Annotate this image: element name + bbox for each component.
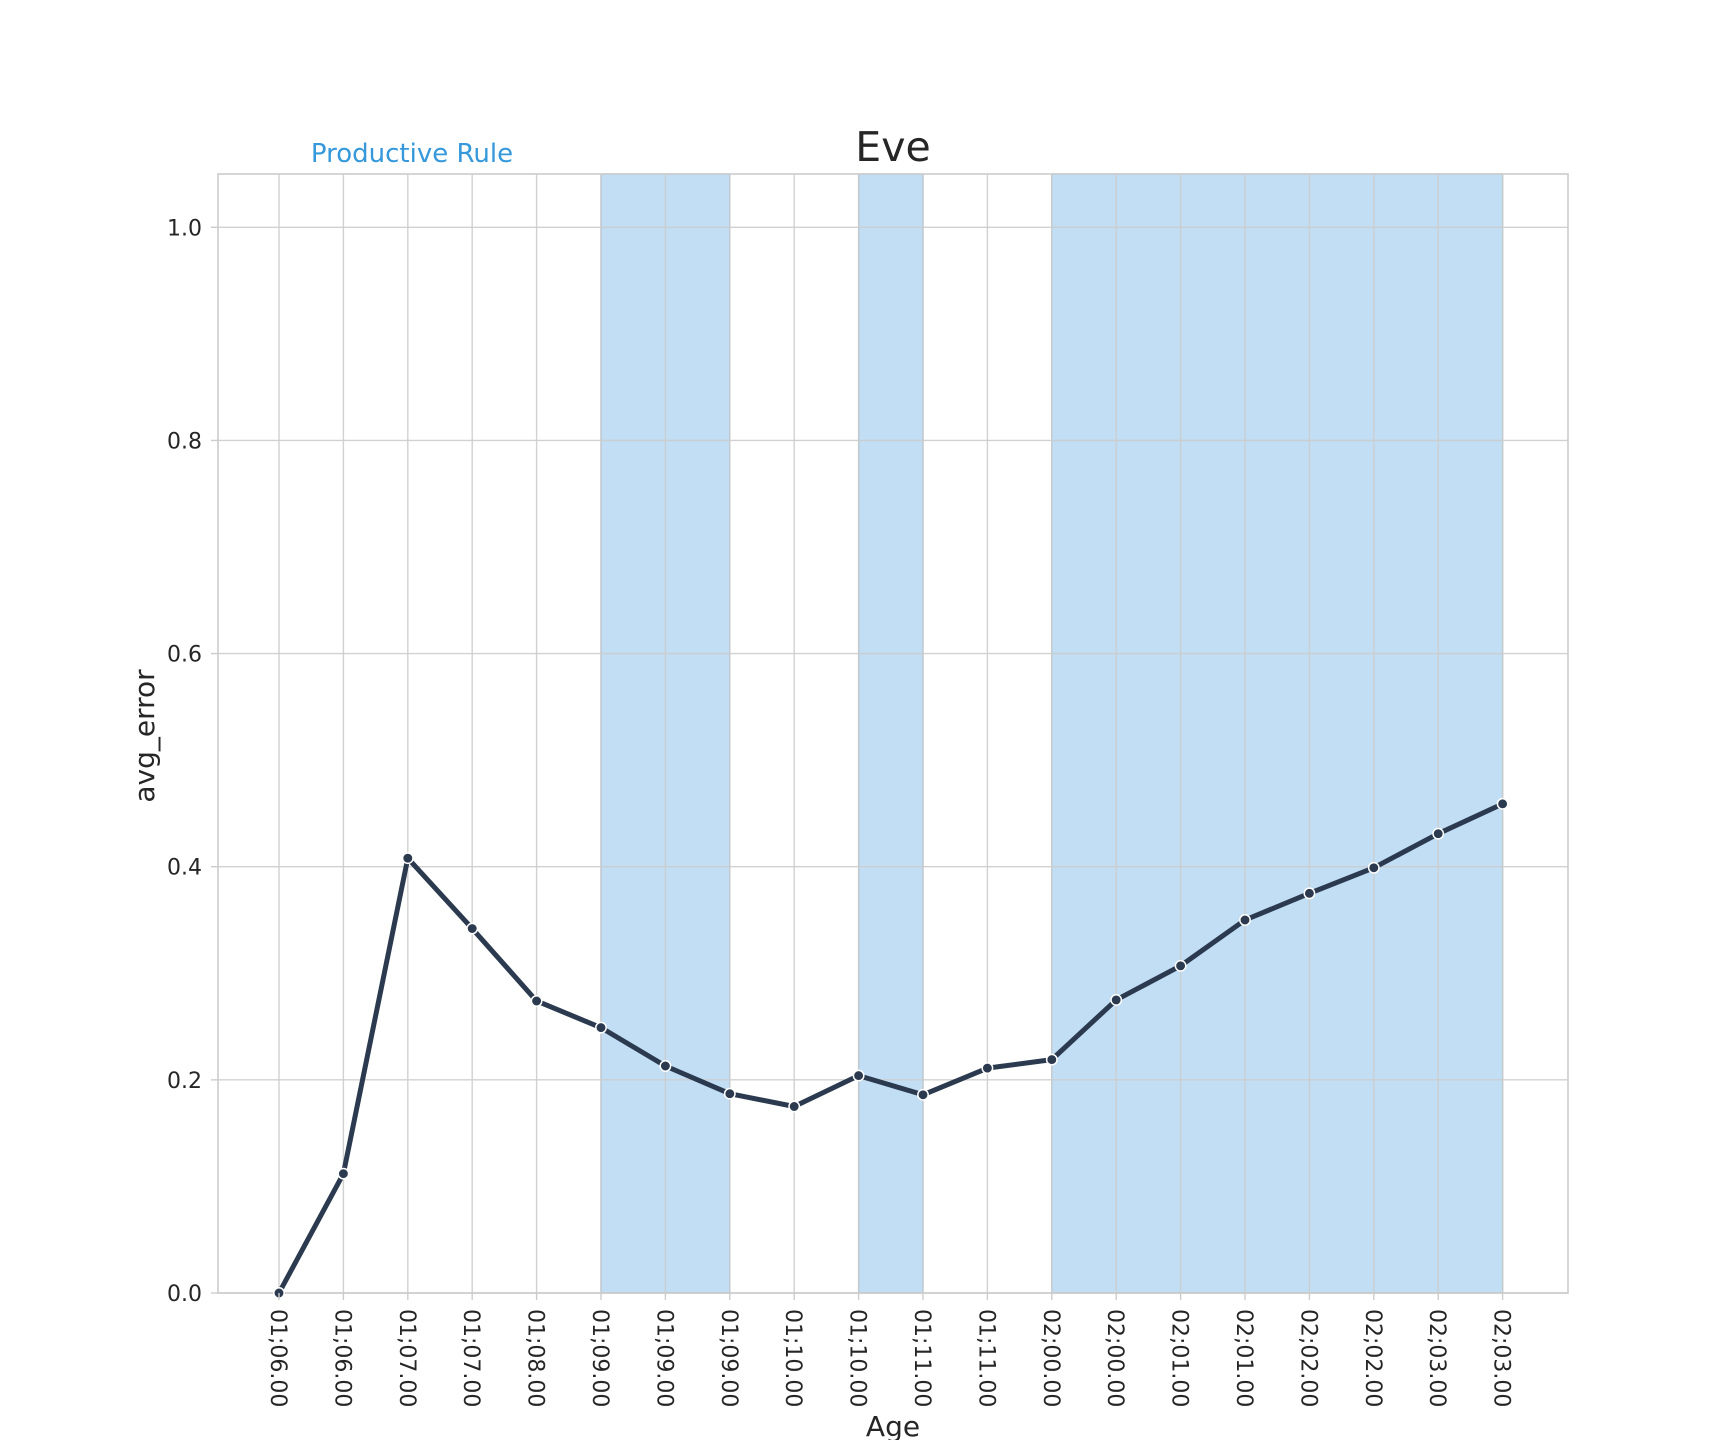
- x-tick-label: 02;02.00: [1295, 1309, 1320, 1407]
- x-tick-label: 02;01.00: [1167, 1309, 1192, 1407]
- x-tick-label: 01;08.00: [523, 1309, 548, 1407]
- series-line: [273, 797, 1509, 1299]
- x-tick-label: 01;09.00: [587, 1309, 612, 1407]
- data-point: [595, 1021, 607, 1034]
- data-point: [852, 1069, 865, 1082]
- data-point: [1432, 827, 1445, 840]
- x-tick-label: 02;02.00: [1360, 1309, 1385, 1407]
- x-tick-label: 01;10.00: [780, 1309, 805, 1407]
- grid: [218, 174, 1568, 1294]
- data-point: [530, 995, 543, 1007]
- data-point: [337, 1167, 350, 1180]
- data-point: [1174, 959, 1187, 972]
- data-point: [917, 1088, 929, 1101]
- x-tick-label: 01;11.00: [973, 1309, 998, 1407]
- x-tick-label: 02;00.00: [1038, 1309, 1063, 1407]
- x-tick-label: 02;03.00: [1424, 1309, 1449, 1407]
- series-line-0: [276, 801, 1506, 1296]
- shaded-region-1: [857, 173, 924, 1294]
- x-tick-label: 02;00.00: [1102, 1309, 1127, 1407]
- data-point: [466, 922, 479, 935]
- data-point: [1303, 887, 1316, 900]
- data-point: [1110, 993, 1123, 1006]
- x-tick-label: 01;11.00: [909, 1309, 934, 1407]
- x-tick-label: 01;06.00: [329, 1309, 354, 1407]
- data-point: [981, 1062, 994, 1075]
- x-tick-label: 01;07.00: [458, 1309, 483, 1407]
- y-tick-label: 0.2: [167, 1069, 202, 1094]
- data-point: [1496, 797, 1509, 810]
- x-tick-label: 02;03.00: [1489, 1309, 1514, 1407]
- y-tick-label: 0.0: [167, 1282, 202, 1307]
- data-point: [1367, 861, 1380, 874]
- y-tick-label: 0.6: [167, 643, 202, 668]
- plot-frame: [217, 173, 1569, 1294]
- productive-rule-label: Productive Rule: [311, 139, 513, 169]
- y-tick-label: 0.4: [167, 856, 202, 881]
- data-point: [1239, 914, 1251, 926]
- x-axis-title: Age: [866, 1410, 920, 1440]
- shaded-region-2: [1051, 173, 1504, 1294]
- data-point: [1045, 1053, 1058, 1066]
- chart-title: Eve: [855, 123, 930, 171]
- data-point: [788, 1100, 801, 1113]
- x-tick-label: 01;10.00: [845, 1309, 870, 1407]
- data-point: [401, 852, 414, 865]
- y-tick-label: 0.8: [167, 429, 202, 454]
- x-axis-ticks: 01;06.00 01;06.00 01;07.00 01;07.00 01;08.00…: [265, 1293, 1514, 1407]
- data-point: [659, 1060, 672, 1072]
- x-tick-label: 02;01.00: [1231, 1309, 1256, 1407]
- x-tick-label: 01;09.00: [716, 1309, 741, 1407]
- x-tick-label: 01;07.00: [394, 1309, 419, 1407]
- data-point: [723, 1087, 736, 1100]
- y-axis-ticks: 0.0 0.2 0.4 0.6 0.8 1.0: [167, 216, 218, 1307]
- x-tick-label: 01;06.00: [265, 1309, 290, 1407]
- y-tick-label: 1.0: [167, 216, 202, 241]
- y-axis-title: avg_error: [128, 669, 161, 803]
- x-tick-label: 01;09.00: [651, 1309, 676, 1407]
